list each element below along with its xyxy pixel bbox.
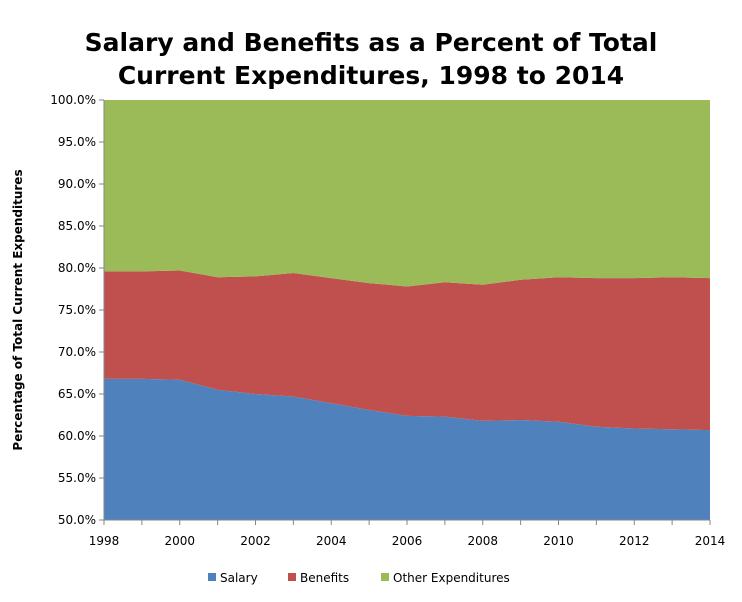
area-benefits: [104, 270, 710, 431]
y-axis-label: Percentage of Total Current Expenditures: [11, 169, 25, 450]
area-salary: [104, 378, 710, 520]
x-tick-label: 2006: [392, 534, 423, 548]
y-tick-label: 75.0%: [58, 303, 96, 317]
y-tick-label: 100.0%: [50, 93, 96, 107]
chart-title-line-2: Current Expenditures, 1998 to 2014: [118, 61, 624, 90]
legend-swatch: [208, 573, 216, 581]
x-tick-label: 2014: [695, 534, 726, 548]
legend-item-salary: Salary: [208, 571, 258, 585]
legend-label: Benefits: [300, 571, 349, 585]
legend-label: Salary: [220, 571, 258, 585]
y-tick-label: 60.0%: [58, 429, 96, 443]
y-tick-label: 65.0%: [58, 387, 96, 401]
y-tick-label: 80.0%: [58, 261, 96, 275]
x-tick-label: 2002: [240, 534, 271, 548]
x-tick-label: 2012: [619, 534, 650, 548]
chart-title-line-1: Salary and Benefits as a Percent of Tota…: [85, 28, 658, 57]
legend-swatch: [288, 573, 296, 581]
x-tick-label: 1998: [89, 534, 120, 548]
y-tick-label: 55.0%: [58, 471, 96, 485]
y-tick-label: 85.0%: [58, 219, 96, 233]
legend-label: Other Expenditures: [393, 571, 510, 585]
x-tick-label: 2000: [164, 534, 195, 548]
y-tick-label: 90.0%: [58, 177, 96, 191]
legend-swatch: [381, 573, 389, 581]
legend-item-other-expenditures: Other Expenditures: [381, 571, 510, 585]
y-tick-label: 95.0%: [58, 135, 96, 149]
x-tick-label: 2008: [467, 534, 498, 548]
legend-item-benefits: Benefits: [288, 571, 349, 585]
x-tick-label: 2010: [543, 534, 574, 548]
y-tick-label: 50.0%: [58, 513, 96, 527]
x-tick-label: 2004: [316, 534, 347, 548]
area-other-expenditures: [104, 100, 710, 287]
y-tick-label: 70.0%: [58, 345, 96, 359]
